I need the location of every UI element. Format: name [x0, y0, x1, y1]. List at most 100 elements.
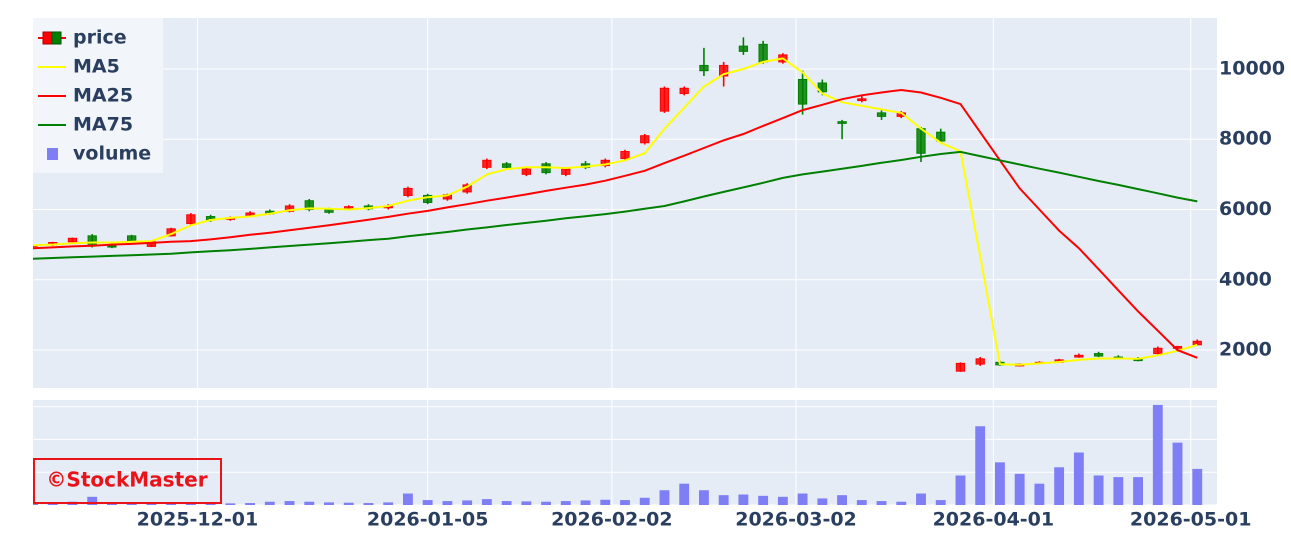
- candle-body: [67, 237, 78, 243]
- volume-bar: [758, 495, 769, 505]
- candle-body: [304, 200, 314, 211]
- volume-bar: [1054, 467, 1065, 505]
- volume-bar: [462, 500, 473, 505]
- volume-bar: [777, 496, 788, 505]
- volume-bar: [935, 500, 946, 505]
- volume-bar: [995, 462, 1005, 505]
- candle-body: [916, 128, 926, 154]
- watermark: ©StockMaster: [46, 468, 207, 492]
- candle-body: [501, 163, 512, 168]
- volume-bar: [442, 501, 453, 505]
- grid: [33, 18, 1217, 506]
- volume-bar: [916, 493, 926, 505]
- candle-body: [876, 112, 887, 117]
- volume-bar: [324, 502, 334, 505]
- volume-bar: [1152, 404, 1163, 505]
- candle-body: [857, 98, 867, 102]
- candle-body: [837, 121, 847, 124]
- x-tick-label: 2026-04-01: [933, 509, 1055, 531]
- volume-bar: [87, 496, 98, 505]
- candle-body: [936, 131, 946, 142]
- candle-body: [955, 362, 966, 372]
- volume-bar: [1192, 468, 1203, 505]
- legend-label: MA75: [73, 114, 133, 136]
- volume-bar: [560, 501, 571, 505]
- candle-body: [797, 78, 808, 105]
- plot-background: [33, 18, 1217, 388]
- volume-bar: [718, 495, 729, 505]
- legend-label: volume: [73, 143, 151, 165]
- candle-body: [423, 194, 433, 203]
- volume-bar: [896, 501, 907, 505]
- candle-body: [620, 151, 630, 160]
- ma-line: [33, 150, 1198, 260]
- candle-body: [1153, 347, 1163, 355]
- y-tick-label: 8000: [1219, 128, 1272, 150]
- volume-bar: [620, 500, 630, 505]
- volume-bar: [245, 503, 255, 505]
- candle-body: [87, 235, 97, 247]
- candle-body: [975, 358, 985, 365]
- volume-bar: [264, 501, 275, 505]
- candle-body: [107, 245, 117, 248]
- volume-bar: [501, 501, 512, 505]
- legend-label: price: [73, 27, 127, 49]
- x-tick-label: 2026-05-01: [1130, 509, 1252, 531]
- volume-bar: [521, 501, 532, 505]
- volume-bar: [1113, 477, 1124, 505]
- price-layer: [33, 37, 1202, 372]
- volume-bar: [284, 501, 295, 505]
- candle-body: [817, 82, 827, 93]
- y-tick-label: 4000: [1219, 268, 1272, 290]
- volume-bar: [659, 490, 670, 505]
- volume-bar: [837, 495, 847, 505]
- volume-bar: [817, 498, 828, 505]
- y-tick-label: 10000: [1219, 57, 1285, 79]
- volume-bar: [679, 483, 690, 505]
- volume-bar: [541, 501, 551, 505]
- volume-bar: [876, 501, 887, 505]
- volume-bar: [600, 499, 611, 505]
- candle-body: [403, 187, 413, 196]
- ma-line: [33, 88, 1198, 359]
- candle-body: [1192, 340, 1202, 346]
- legend-label: MA25: [73, 85, 133, 107]
- volume-bar: [481, 499, 492, 505]
- candle-body: [521, 168, 531, 175]
- volume-layer: [33, 404, 1203, 505]
- candle-body: [284, 205, 295, 212]
- volume-bar: [205, 503, 216, 505]
- y-tick-label: 6000: [1219, 198, 1272, 220]
- volume-bar: [343, 502, 354, 505]
- watermark-box: [33, 458, 222, 504]
- legend-icon: [51, 31, 62, 45]
- volume-bar: [797, 493, 808, 505]
- candle-body: [719, 64, 729, 77]
- volume-bar: [185, 503, 196, 505]
- volume-bar: [1133, 477, 1143, 505]
- candle-body: [699, 64, 709, 72]
- candle-body: [1093, 353, 1104, 357]
- volume-bar: [403, 493, 413, 505]
- candle-body: [1074, 354, 1084, 358]
- candle-body: [758, 43, 768, 63]
- candle-body: [679, 87, 689, 95]
- volume-bar: [225, 503, 236, 505]
- candle-body: [127, 235, 137, 242]
- volume-bar: [955, 475, 966, 505]
- axes: 2000 4000 6000 8000 10000 2025-12-01 2026-01-0…: [137, 57, 1285, 530]
- legend-label: MA5: [73, 56, 120, 78]
- volume-bar: [856, 500, 867, 505]
- x-tick-label: 2026-03-02: [735, 509, 857, 531]
- volume-bar: [47, 503, 58, 505]
- volume-bar: [107, 503, 117, 505]
- candle-body: [738, 45, 749, 52]
- volume-bar: [146, 503, 157, 505]
- volume-bar: [1014, 473, 1025, 505]
- volume-bar: [422, 500, 433, 505]
- x-tick-label: 2026-02-02: [551, 509, 673, 531]
- volume-bar: [1034, 483, 1045, 505]
- candle-body: [186, 214, 196, 225]
- legend: price MA5 MA25 MA75 volume: [33, 18, 163, 173]
